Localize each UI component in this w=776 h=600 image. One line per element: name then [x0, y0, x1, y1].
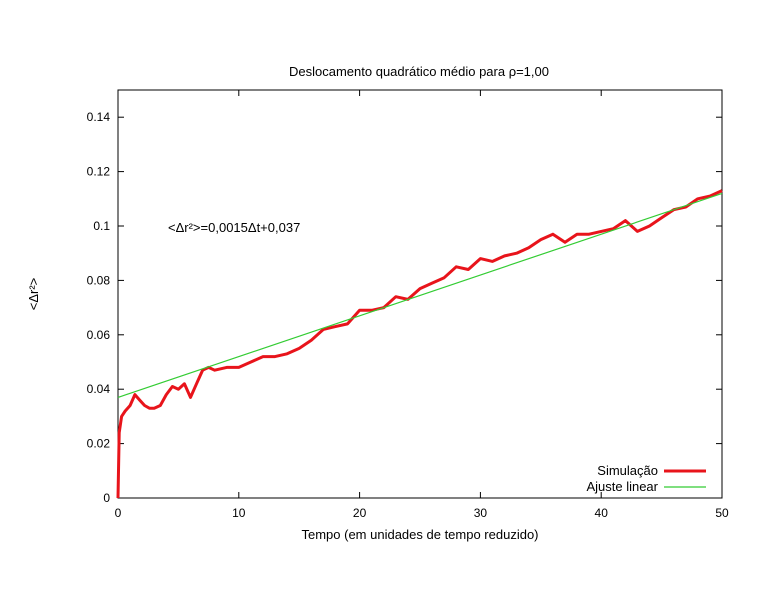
x-tick-label: 20 — [353, 506, 367, 520]
y-tick-label: 0.08 — [87, 273, 111, 287]
y-tick-label: 0.12 — [87, 165, 111, 179]
y-axis-label: <Δr²> — [26, 278, 41, 311]
legend-label-ajuste-linear: Ajuste linear — [586, 479, 658, 494]
fit-equation-annotation: <Δr²>=0,0015Δt+0,037 — [168, 220, 300, 235]
series-layer — [116, 189, 723, 499]
legend: Simulação Ajuste linear — [586, 463, 706, 494]
x-tick-label: 0 — [115, 506, 122, 520]
y-tick-label: 0.04 — [87, 382, 111, 396]
series-line-simulacao — [116, 189, 723, 499]
y-tick-label: 0.1 — [93, 219, 110, 233]
x-tick-label: 40 — [595, 506, 609, 520]
y-axis: 0 0.02 0.04 0.06 0.08 0.1 0.12 0.14 — [87, 110, 722, 505]
x-tick-label: 30 — [474, 506, 488, 520]
series-line-ajuste-linear — [117, 192, 723, 398]
chart-title: Deslocamento quadrático médio para ρ=1,0… — [289, 64, 549, 79]
y-tick-label: 0.06 — [87, 328, 111, 342]
y-tick-label: 0.02 — [87, 437, 111, 451]
legend-label-simulacao: Simulação — [597, 463, 658, 478]
x-tick-label: 10 — [232, 506, 246, 520]
x-axis-label: Tempo (em unidades de tempo reduzido) — [301, 527, 538, 542]
x-axis: 0 10 20 30 40 50 — [115, 90, 729, 520]
x-tick-label: 50 — [715, 506, 729, 520]
y-tick-label: 0.14 — [87, 110, 111, 124]
plot-frame — [117, 89, 723, 499]
y-tick-label: 0 — [103, 491, 110, 505]
